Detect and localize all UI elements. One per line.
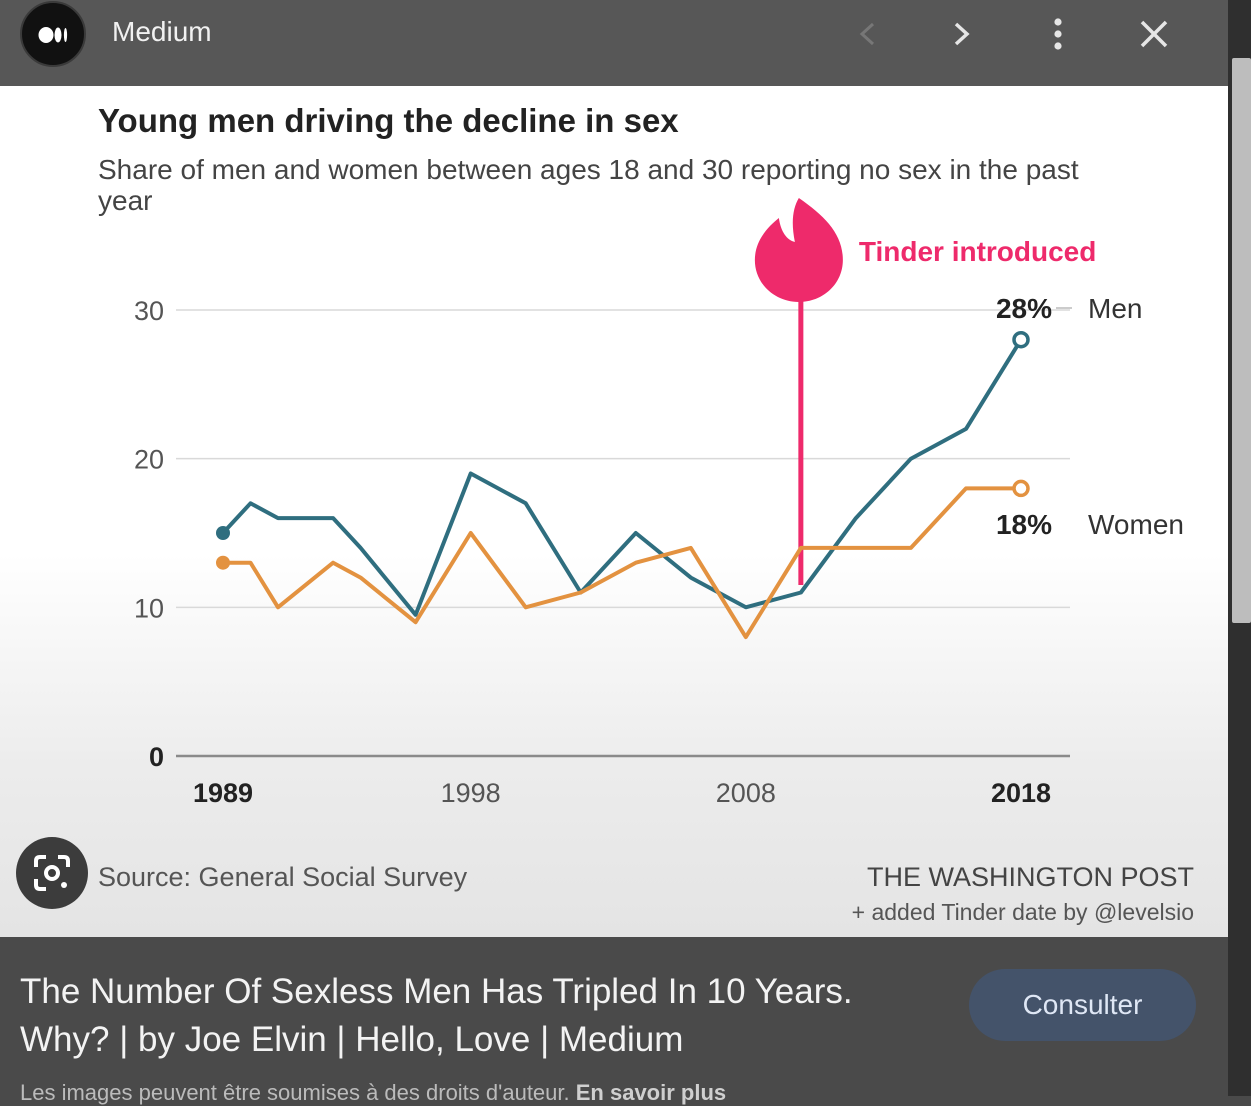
previous-button[interactable] (844, 12, 888, 56)
tinder-flame-icon (754, 198, 843, 302)
y-axis-ticks: 30 20 10 0 (134, 296, 164, 772)
y-tick-label: 30 (134, 296, 164, 326)
chart-subtitle-line2: year (98, 185, 152, 216)
close-button[interactable] (1132, 12, 1176, 56)
line-chart: Young men driving the decline in sex Sha… (98, 102, 1194, 925)
men-end-point (1012, 330, 1030, 349)
gridlines (176, 309, 1070, 758)
x-tick-label: 1998 (441, 778, 501, 808)
viewer-header: Medium (0, 0, 1228, 86)
lens-icon (34, 855, 70, 891)
y-tick-label: 20 (134, 445, 164, 475)
learn-more-link[interactable]: En savoir plus (575, 1080, 727, 1105)
chart-credit: THE WASHINGTON POST (867, 862, 1194, 892)
x-axis-ticks: 1989 1998 2008 2018 (193, 778, 1051, 808)
chart-subtitle-line1: Share of men and women between ages 18 a… (98, 154, 1079, 185)
y-tick-label: 0 (149, 742, 164, 772)
site-name[interactable]: Medium (112, 16, 212, 47)
chart-source: Source: General Social Survey (98, 862, 468, 892)
close-icon (1140, 20, 1168, 48)
consult-button[interactable]: Consulter (969, 969, 1196, 1041)
more-options-button[interactable] (1036, 12, 1080, 56)
result-title-link[interactable]: The Number Of Sexless Men Has Tripled In… (20, 972, 853, 1059)
chart-credit-note: + added Tinder date by @levelsio (852, 899, 1194, 925)
medium-logo-icon[interactable] (20, 1, 86, 67)
next-button[interactable] (940, 12, 984, 56)
more-vertical-icon (1054, 18, 1062, 50)
x-tick-label: 2008 (716, 778, 776, 808)
men-end-value: 28% (996, 293, 1052, 324)
x-tick-label: 1989 (193, 778, 253, 808)
y-tick-label: 10 (134, 593, 164, 623)
chevron-left-icon (859, 22, 875, 46)
men-series-line (221, 338, 1023, 617)
copyright-disclaimer: Les images peuvent être soumises à des d… (20, 1080, 726, 1106)
women-end-point (1012, 479, 1030, 498)
men-series-label: Men (1088, 293, 1142, 324)
chart-title: Young men driving the decline in sex (98, 102, 679, 139)
tinder-annotation-label: Tinder introduced (859, 236, 1097, 267)
chevron-right-icon (954, 22, 970, 46)
series-layer (216, 330, 1030, 640)
women-series-label: Women (1088, 509, 1184, 540)
women-series-line (223, 486, 1021, 640)
x-tick-label: 2018 (991, 778, 1051, 808)
women-end-value: 18% (996, 509, 1052, 540)
women-start-point (216, 555, 230, 570)
chart-image[interactable]: Young men driving the decline in sex Sha… (0, 86, 1228, 937)
lens-search-button[interactable] (16, 837, 88, 909)
disclaimer-text: Les images peuvent être soumises à des d… (20, 1080, 570, 1105)
men-start-point (216, 526, 230, 540)
scrollbar-thumb[interactable] (1232, 58, 1251, 623)
